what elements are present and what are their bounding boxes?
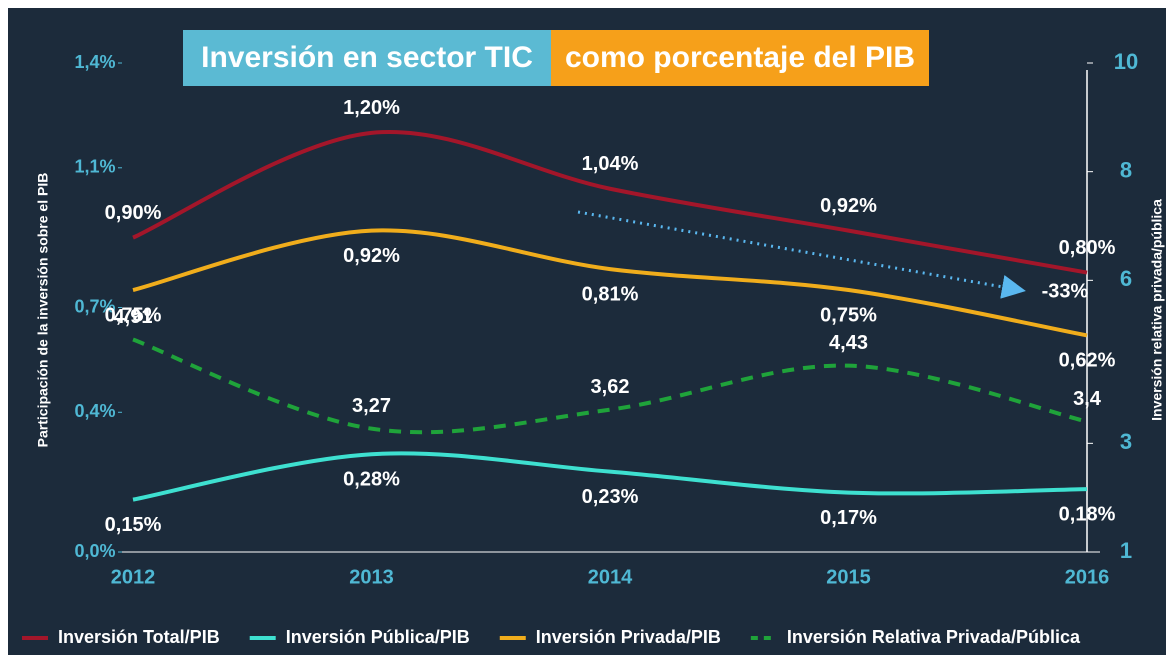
legend-label: Inversión Privada/PIB xyxy=(536,627,721,647)
data-label: 0,75% xyxy=(105,304,162,326)
y-tick-label: 1,1% xyxy=(74,157,115,177)
y-tick-label: 0,0% xyxy=(74,541,115,561)
data-label: 0,92% xyxy=(820,195,877,217)
x-tick-label: 2013 xyxy=(349,566,394,588)
legend-label: Inversión Total/PIB xyxy=(58,627,220,647)
data-label: 0,17% xyxy=(820,507,877,529)
legend-label: Inversión Relativa Privada/Pública xyxy=(787,627,1081,647)
data-label: 4,91 xyxy=(114,306,153,328)
data-label: 0,62% xyxy=(1059,350,1116,372)
y2-tick-label: 6 xyxy=(1120,266,1132,291)
x-tick-label: 2014 xyxy=(588,566,633,588)
x-tick-label: 2016 xyxy=(1065,566,1110,588)
data-label: 0,92% xyxy=(343,245,400,267)
line xyxy=(132,337,1088,435)
chart-title: Inversión en sector TIC xyxy=(201,41,533,74)
data-label: 3,62 xyxy=(591,376,630,398)
chart-subtitle: como porcentaje del PIB xyxy=(565,41,915,74)
data-label: 0,90% xyxy=(105,202,162,224)
line xyxy=(132,129,1088,275)
y-tick-label: 0,7% xyxy=(74,296,115,316)
data-label: 0,28% xyxy=(343,468,400,490)
trend-arrow xyxy=(577,210,1026,299)
background xyxy=(8,8,1166,655)
x-tick-label: 2015 xyxy=(826,566,871,588)
y-axis-label: Participación de la inversión sobre el P… xyxy=(35,173,51,448)
data-label: 0,15% xyxy=(105,514,162,536)
y2-tick-label: 8 xyxy=(1120,157,1132,182)
line xyxy=(132,228,1088,338)
y2-axis-label: Inversión relativa privada/pública xyxy=(1149,199,1165,421)
data-label: 0,75% xyxy=(820,304,877,326)
y-tick-label: 0,4% xyxy=(74,401,115,421)
data-label: 0,23% xyxy=(582,486,639,508)
data-label: 4,43 xyxy=(829,332,868,354)
y2-tick-label: 1 xyxy=(1120,538,1132,563)
data-label: 3,4 xyxy=(1073,388,1102,410)
line xyxy=(132,451,1088,502)
title-box xyxy=(183,30,551,86)
x-tick-label: 2012 xyxy=(111,566,156,588)
data-label: 1,04% xyxy=(582,153,639,175)
data-label: 0,81% xyxy=(582,283,639,305)
y2-tick-label: 10 xyxy=(1114,49,1138,74)
y2-tick-label: 3 xyxy=(1120,429,1132,454)
subtitle-box xyxy=(551,30,929,86)
data-label: 0,80% xyxy=(1059,237,1116,259)
legend-label: Inversión Pública/PIB xyxy=(286,627,470,647)
data-label: 1,20% xyxy=(343,97,400,119)
y-tick-label: 1,4% xyxy=(74,52,115,72)
annotation: -33% xyxy=(1042,280,1089,302)
data-label: 0,18% xyxy=(1059,503,1116,525)
data-label: 3,27 xyxy=(352,395,391,417)
